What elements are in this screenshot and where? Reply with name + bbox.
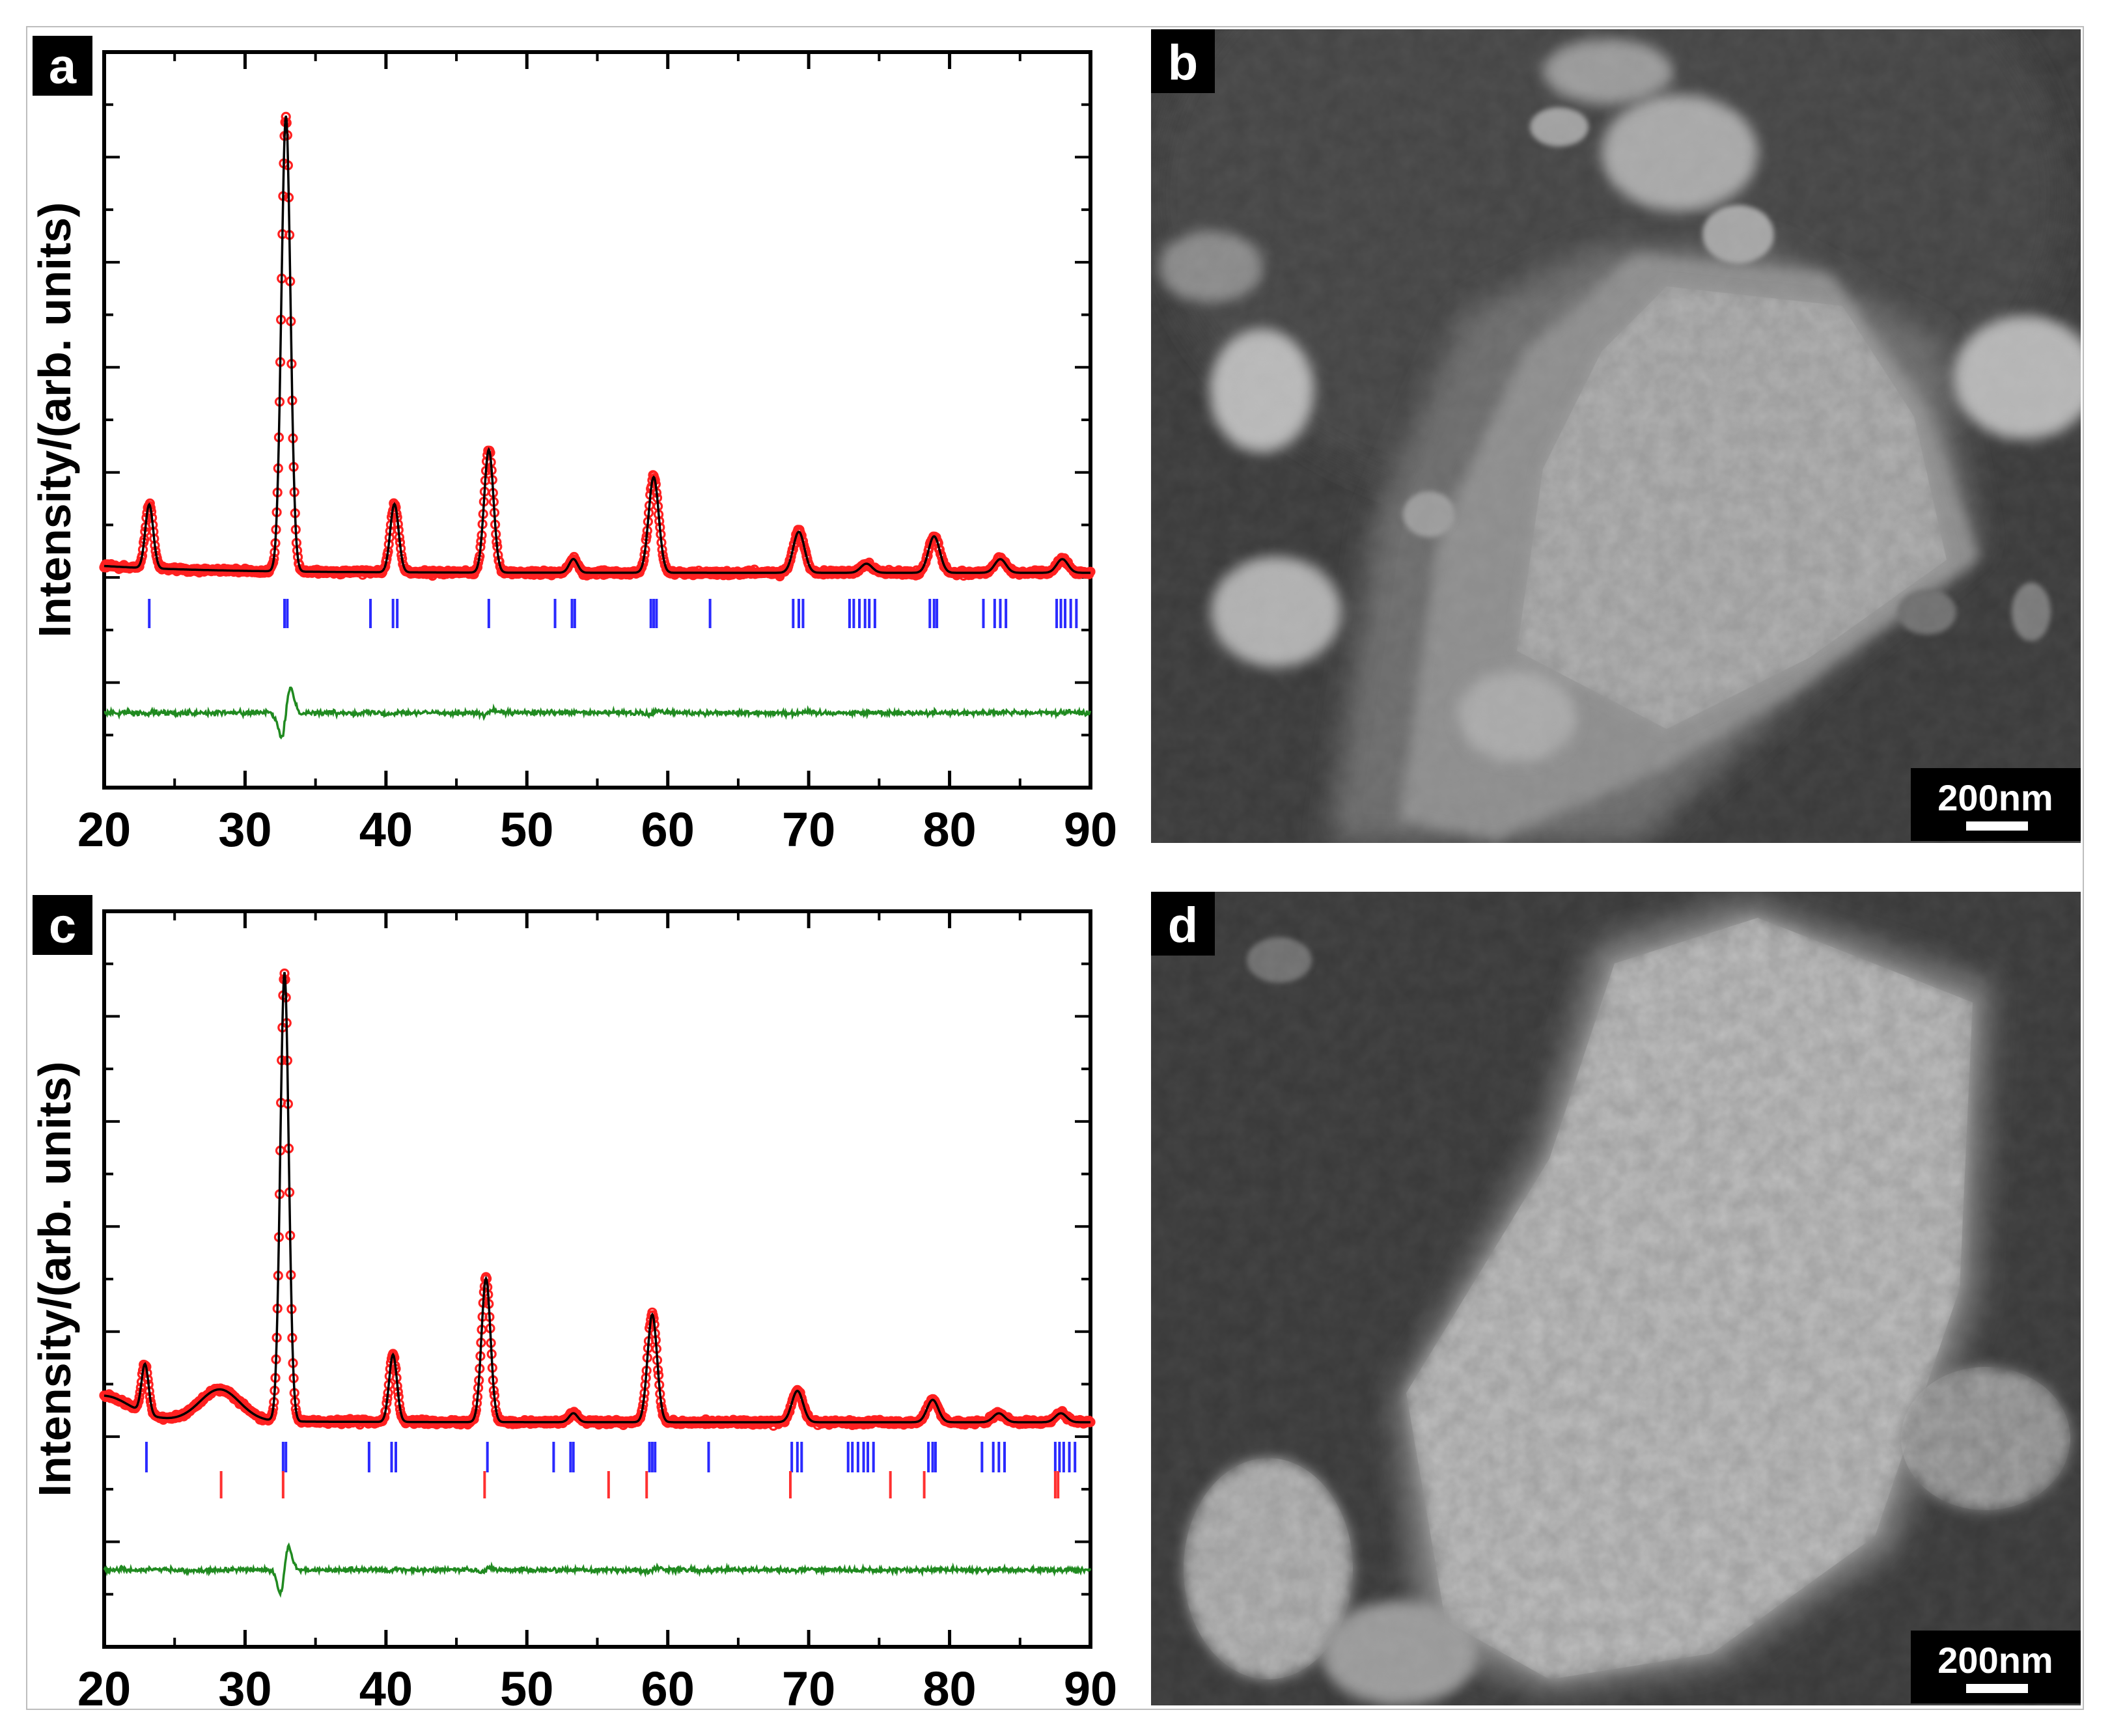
- difference-line: [104, 686, 1092, 740]
- bragg-markers-c: [145, 1442, 1077, 1498]
- x-tick-label: 70: [782, 803, 835, 857]
- xrd-panel-a: 20 30 40 50 60 70 80 90 Intensity/(arb. units) …: [29, 36, 1117, 857]
- panel-label-bg-b: [1151, 29, 1215, 93]
- panel-label-b: b: [1168, 35, 1198, 90]
- x-tick-label: 40: [359, 803, 413, 857]
- sem-image-d: 200nm d: [1151, 892, 2081, 1705]
- calculated-curve-c: [104, 972, 1090, 1424]
- panel-label-bg-d: [1151, 892, 1215, 956]
- sem-noise-b: [1151, 29, 2081, 843]
- x-tick-label: 50: [500, 1662, 553, 1716]
- scale-bar-label-b: 200nm: [1937, 777, 2053, 818]
- figure-frame: [26, 26, 2084, 1710]
- x-tick-labels-a: 20 30 40 50 60 70 80 90: [77, 803, 1117, 857]
- x-tick-label: 30: [218, 1662, 271, 1716]
- x-tick-label: 30: [218, 803, 271, 857]
- panel-label-bg-c: [33, 895, 92, 955]
- plot-frame-a: [102, 50, 1092, 790]
- x-tick-label: 50: [500, 803, 553, 857]
- difference-line: [103, 1542, 1092, 1598]
- ticks-c: [102, 911, 1092, 1647]
- calculated-line: [104, 972, 1090, 1424]
- bragg-markers-a: [148, 599, 1078, 628]
- x-tick-labels-c: 20 30 40 50 60 70 80 90: [77, 1662, 1117, 1716]
- ticks-a: [102, 52, 1092, 788]
- panel-label-bg-a: [33, 36, 92, 96]
- x-tick-label: 20: [77, 803, 131, 857]
- scale-bar-b: [1966, 821, 2028, 831]
- x-tick-label: 20: [77, 1662, 131, 1716]
- xrd-panel-c: 20 30 40 50 60 70 80 90 Intensity/(arb. units) …: [29, 895, 1117, 1716]
- x-tick-label: 80: [923, 803, 976, 857]
- calculated-line: [104, 115, 1090, 574]
- sem-noise-d: [1151, 892, 2081, 1705]
- y-axis-label-c: Intensity/(arb. units): [29, 1062, 80, 1497]
- x-tick-label: 60: [641, 803, 695, 857]
- x-tick-label: 80: [923, 1662, 976, 1716]
- panel-label-c: c: [49, 898, 76, 954]
- difference-curve-a: [104, 686, 1092, 740]
- difference-curve-c: [103, 1542, 1092, 1598]
- panel-label-d: d: [1168, 898, 1198, 953]
- scale-bar-label-d: 200nm: [1937, 1640, 2053, 1681]
- x-tick-label: 70: [782, 1662, 835, 1716]
- scale-bar-d: [1966, 1684, 2028, 1693]
- x-tick-label: 60: [641, 1662, 695, 1716]
- x-tick-label: 40: [359, 1662, 413, 1716]
- sem-image-b: 200nm b: [1151, 29, 2081, 843]
- plot-frame-c: [102, 909, 1092, 1649]
- x-tick-label: 90: [1064, 1662, 1117, 1716]
- panel-label-a: a: [49, 39, 77, 94]
- x-tick-label: 90: [1064, 803, 1117, 857]
- y-axis-label-a: Intensity/(arb. units): [29, 202, 80, 638]
- calculated-curve-a: [104, 115, 1090, 574]
